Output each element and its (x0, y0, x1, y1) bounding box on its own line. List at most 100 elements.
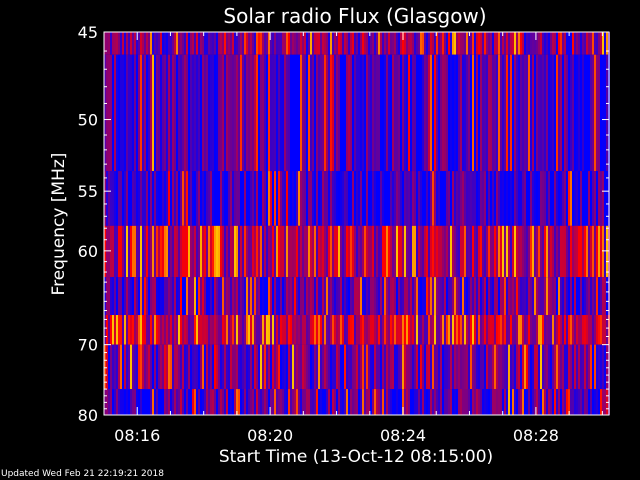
heatmap-cell (512, 54, 514, 172)
heatmap-cell (218, 344, 220, 390)
heatmap-cell (216, 171, 218, 226)
heatmap-cell (354, 171, 356, 226)
heatmap-cell (486, 225, 488, 278)
heatmap-cell (260, 277, 262, 316)
heatmap-cell (154, 54, 156, 172)
heatmap-cell (434, 171, 436, 226)
heatmap-cell (510, 315, 512, 345)
heatmap-cell (318, 171, 320, 226)
heatmap-cell (144, 32, 146, 55)
heatmap-cell (548, 315, 550, 345)
heatmap-cell (292, 32, 294, 55)
heatmap-cell (104, 344, 106, 390)
heatmap-cell (340, 32, 342, 55)
heatmap-cell (440, 277, 442, 316)
heatmap-cell (476, 171, 478, 226)
heatmap-cell (192, 389, 194, 415)
heatmap-cell (216, 32, 218, 55)
heatmap-cell (606, 32, 608, 55)
heatmap-cell (508, 389, 510, 415)
heatmap-cell (266, 344, 268, 390)
heatmap-cell (408, 277, 410, 316)
heatmap-cell (176, 389, 178, 415)
heatmap-cell (358, 344, 360, 390)
heatmap-cell (536, 277, 538, 316)
heatmap-cell (212, 32, 214, 55)
heatmap-cell (294, 315, 296, 345)
heatmap-cell (184, 54, 186, 172)
heatmap-cell (550, 315, 552, 345)
heatmap-cell (260, 32, 262, 55)
heatmap-cell (488, 225, 490, 278)
heatmap-cell (566, 225, 568, 278)
heatmap-cell (368, 225, 370, 278)
heatmap-cell (440, 32, 442, 55)
heatmap-cell (452, 32, 454, 55)
heatmap-cell (196, 171, 198, 226)
heatmap-cell (322, 225, 324, 278)
heatmap-cell (400, 171, 402, 226)
heatmap-cell (142, 54, 144, 172)
heatmap-cell (268, 277, 270, 316)
heatmap-cell (126, 225, 128, 278)
heatmap-cell (360, 389, 362, 415)
heatmap-cell (426, 277, 428, 316)
heatmap-cell (332, 225, 334, 278)
heatmap-cell (394, 32, 396, 55)
heatmap-cell (536, 225, 538, 278)
heatmap-cell (190, 344, 192, 390)
heatmap-cell (236, 389, 238, 415)
heatmap-cell (272, 315, 274, 345)
heatmap-cell (388, 315, 390, 345)
heatmap-cell (158, 344, 160, 390)
heatmap-cell (596, 54, 598, 172)
heatmap-cell (368, 315, 370, 345)
heatmap-cell (142, 32, 144, 55)
heatmap-cell (366, 315, 368, 345)
heatmap-cell (438, 389, 440, 415)
heatmap-cell (152, 171, 154, 226)
heatmap-cell (206, 32, 208, 55)
heatmap-cell (262, 225, 264, 278)
heatmap-cell (474, 32, 476, 55)
heatmap-cell (246, 344, 248, 390)
heatmap-cell (250, 171, 252, 226)
heatmap-cell (170, 54, 172, 172)
heatmap-cell (590, 344, 592, 390)
heatmap-cell (228, 344, 230, 390)
heatmap-cell (508, 54, 510, 172)
heatmap-cell (268, 225, 270, 278)
heatmap-cell (312, 54, 314, 172)
heatmap-cell (596, 277, 598, 316)
heatmap-cell (352, 54, 354, 172)
heatmap-cell (510, 32, 512, 55)
heatmap-cell (494, 225, 496, 278)
heatmap-cell (342, 315, 344, 345)
heatmap-cell (570, 32, 572, 55)
heatmap-cell (562, 389, 564, 415)
heatmap-cell (426, 32, 428, 55)
heatmap-cell (518, 171, 520, 226)
heatmap-cell (200, 54, 202, 172)
heatmap-cell (312, 344, 314, 390)
heatmap-cell (106, 344, 108, 390)
heatmap-cell (144, 54, 146, 172)
heatmap-cell (602, 277, 604, 316)
heatmap-cell (112, 315, 114, 345)
heatmap-cell (344, 315, 346, 345)
heatmap-cell (182, 225, 184, 278)
heatmap-cell (500, 171, 502, 226)
heatmap-cell (538, 389, 540, 415)
heatmap-cell (522, 171, 524, 226)
heatmap-cell (464, 171, 466, 226)
heatmap-cell (584, 32, 586, 55)
heatmap-cell (214, 277, 216, 316)
heatmap-cell (592, 225, 594, 278)
heatmap-cell (104, 277, 106, 316)
heatmap-cell (588, 277, 590, 316)
heatmap-cell (252, 389, 254, 415)
heatmap-cell (122, 344, 124, 390)
heatmap-cell (148, 315, 150, 345)
heatmap-cell (116, 225, 118, 278)
heatmap-cell (108, 389, 110, 415)
